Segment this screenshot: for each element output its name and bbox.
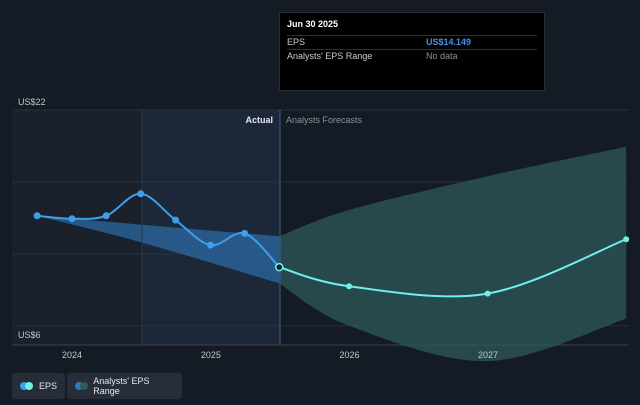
tooltip-date: Jun 30 2025 bbox=[287, 19, 339, 29]
x-tick-label: 2024 bbox=[62, 350, 82, 360]
eps-point[interactable] bbox=[68, 215, 76, 223]
tooltip-eps-label: EPS bbox=[287, 37, 306, 47]
forecast-point[interactable] bbox=[623, 236, 630, 243]
hover-tooltip: Jun 30 2025 EPS US$14.149 Analysts' EPS … bbox=[279, 12, 545, 91]
eps-point[interactable] bbox=[137, 190, 145, 198]
range-legend-dots-icon bbox=[75, 382, 88, 390]
eps-legend-dots-icon bbox=[20, 382, 34, 390]
x-tick-label: 2026 bbox=[339, 350, 359, 360]
y-label-top: US$22 bbox=[18, 97, 46, 107]
eps-point[interactable] bbox=[274, 262, 284, 272]
actual-label: Actual bbox=[245, 115, 273, 125]
eps-range-actual-band bbox=[37, 215, 280, 284]
tooltip-range-value: No data bbox=[426, 51, 458, 61]
forecast-point[interactable] bbox=[484, 290, 491, 297]
legend-range[interactable]: Analysts' EPS Range bbox=[67, 373, 182, 399]
x-tick-label: 2025 bbox=[201, 350, 221, 360]
y-label-bottom: US$6 bbox=[18, 330, 41, 340]
eps-point[interactable] bbox=[102, 212, 110, 220]
legend-eps[interactable]: EPS bbox=[12, 373, 65, 399]
tooltip-range-label: Analysts' EPS Range bbox=[287, 51, 373, 61]
legend-eps-label: EPS bbox=[38, 381, 57, 391]
eps-range-forecast-band bbox=[279, 146, 627, 362]
forecast-label: Analysts Forecasts bbox=[286, 115, 363, 125]
eps-point[interactable] bbox=[33, 212, 41, 220]
legend-range-label: Analysts' EPS Range bbox=[93, 376, 150, 396]
eps-point[interactable] bbox=[172, 216, 180, 224]
tooltip-row-eps: EPS US$14.149 bbox=[287, 35, 537, 49]
eps-point[interactable] bbox=[207, 241, 215, 249]
forecast-point[interactable] bbox=[346, 283, 353, 290]
x-tick-label: 2027 bbox=[478, 350, 498, 360]
tooltip-row-range: Analysts' EPS Range No data bbox=[287, 49, 537, 63]
eps-point[interactable] bbox=[241, 229, 249, 237]
eps-forecast-line bbox=[278, 238, 627, 298]
tooltip-eps-value: US$14.149 bbox=[426, 37, 472, 47]
